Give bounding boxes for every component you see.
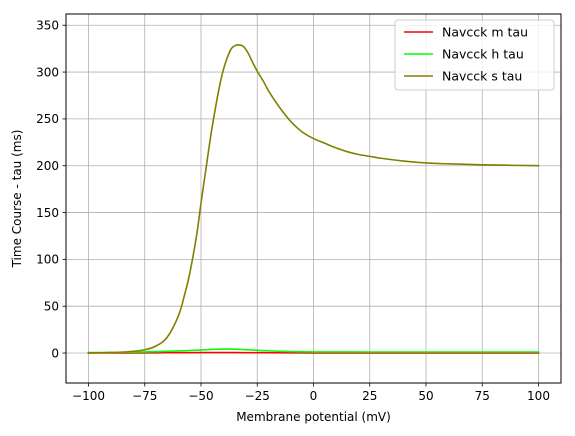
x-tick-label: 75 [475,389,490,403]
x-axis-label: Membrane potential (mV) [236,410,391,424]
y-tick-label: 150 [36,206,59,220]
y-tick-label: 50 [44,300,59,314]
y-tick-label: 300 [36,65,59,79]
legend: Navcck m tau Navcck h tau Navcck s tau [394,19,555,91]
x-tick-label: −75 [132,389,157,403]
plot-area-frame [65,13,562,384]
x-tick-label: 25 [362,389,377,403]
axis-ticks: −100 −75 −50 −25 0 25 50 75 100 0 50 100 150 200 250 30… [36,19,550,403]
legend-label-s-tau: Navcck s tau [442,69,522,84]
y-tick-label: 100 [36,253,59,267]
x-tick-label: −50 [188,389,213,403]
legend-label-m-tau: Navcck m tau [442,25,528,40]
y-axis-label: Time Course - tau (ms) [10,130,24,269]
x-tick-label: −100 [72,389,105,403]
legend-label-h-tau: Navcck h tau [442,47,524,62]
series-line-navcck-s-tau [87,44,540,354]
y-tick-label: 350 [36,19,59,33]
x-tick-label: 50 [418,389,433,403]
y-tick-label: 0 [51,346,59,360]
legend-box [394,19,555,91]
x-tick-label: 100 [527,389,550,403]
series-line-navcck-h-tau [87,348,540,354]
y-tick-label: 200 [36,159,59,173]
y-tick-label: 250 [36,112,59,126]
x-tick-label: −25 [245,389,270,403]
series-lines [87,44,540,354]
x-tick-label: 0 [310,389,318,403]
